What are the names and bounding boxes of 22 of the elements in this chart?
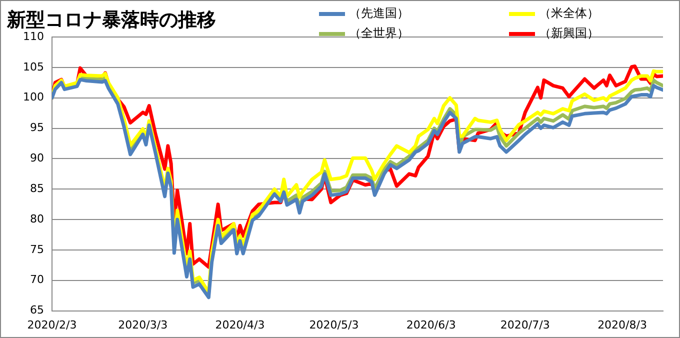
x-tick-label: 2020/6/3	[406, 318, 456, 332]
y-tick-label: 95	[30, 121, 44, 134]
y-tick-label: 110	[22, 30, 44, 43]
y-tick-label: 100	[22, 90, 44, 104]
x-tick-label: 2020/3/3	[118, 318, 168, 332]
chart-title: 新型コロナ暴落時の推移	[7, 8, 216, 32]
y-tick-label: 90	[30, 152, 44, 165]
legend-label: （全世界）	[349, 25, 409, 42]
legend-label: （新興国）	[539, 25, 599, 42]
y-tick-label: 75	[30, 242, 44, 256]
y-tick-label: 85	[30, 182, 44, 195]
legend-label: （米全体）	[539, 5, 599, 22]
x-tick-label: 2020/4/3	[215, 318, 265, 332]
x-tick-label: 2020/2/3	[27, 318, 77, 332]
y-tick-label: 105	[22, 60, 44, 74]
y-tick-label: 70	[30, 273, 44, 286]
x-tick-label: 2020/8/3	[598, 318, 647, 332]
x-tick-label: 2020/7/3	[500, 318, 550, 332]
legend-label: （先進国）	[349, 5, 409, 22]
x-tick-label: 2020/5/3	[309, 318, 359, 332]
y-tick-label: 80	[30, 212, 44, 226]
y-tick-label: 65	[30, 304, 44, 317]
